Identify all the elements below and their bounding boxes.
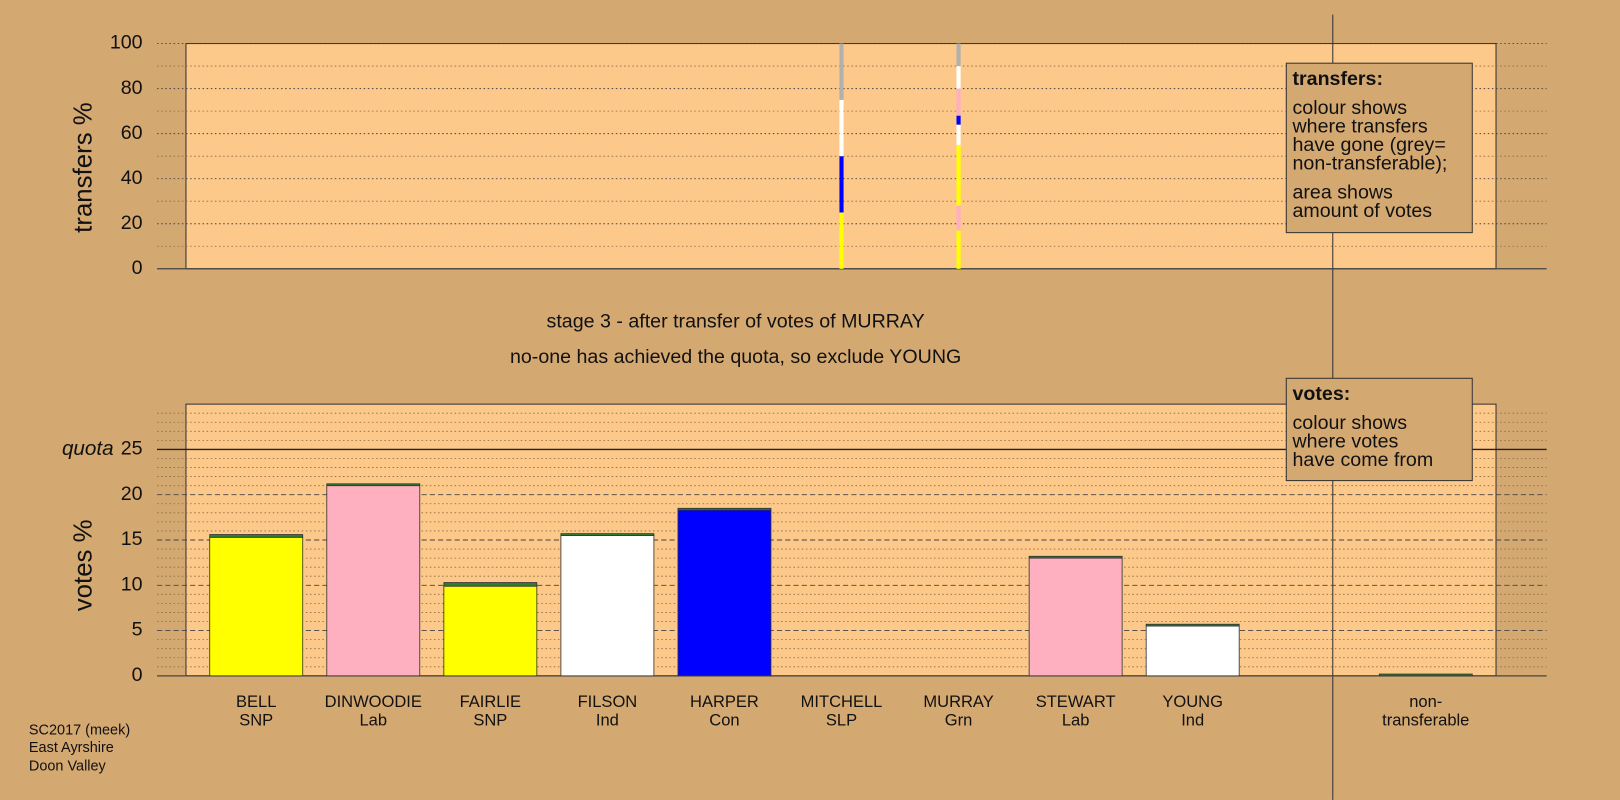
- bar-segment: [560, 533, 655, 536]
- x-tick-label: transferable: [1382, 711, 1469, 730]
- bar-segment: [839, 99, 844, 157]
- y-tick-label: 20: [121, 483, 143, 505]
- note-box: [1285, 377, 1473, 482]
- y-axis-label: votes %: [70, 519, 98, 611]
- x-tick-label: non-: [1409, 692, 1442, 711]
- x-tick-label: HARPER: [690, 692, 759, 711]
- x-tick-label: SLP: [826, 711, 857, 730]
- bar-segment: [956, 124, 961, 145]
- x-tick-label: Ind: [1181, 711, 1204, 730]
- x-tick-label: SNP: [239, 711, 273, 730]
- x-tick-label: Con: [709, 711, 739, 730]
- x-tick-label: SNP: [473, 711, 507, 730]
- x-tick-label: BELL: [236, 692, 276, 711]
- bar-segment: [1145, 625, 1240, 677]
- stage-text: stage 3 - after transfer of votes of MUR…: [547, 311, 925, 333]
- x-tick-label: FILSON: [578, 692, 638, 711]
- bar-segment: [956, 144, 961, 206]
- bar-segment: [956, 230, 961, 269]
- bar-segment: [839, 212, 844, 269]
- y-tick-label: 5: [132, 619, 143, 641]
- note-box: [1285, 62, 1473, 234]
- footer: Doon Valley: [29, 759, 107, 775]
- y-axis-label: transfers %: [70, 102, 98, 233]
- bar-segment: [956, 205, 961, 231]
- y-tick-label: 80: [121, 77, 143, 99]
- bar-segment: [326, 485, 421, 677]
- bar-segment: [956, 88, 961, 116]
- x-tick-label: Grn: [945, 711, 973, 730]
- bar-segment: [326, 483, 421, 487]
- note-text: colour shows: [1292, 412, 1407, 434]
- status-text: no-one has achieved the quota, so exclud…: [510, 346, 961, 368]
- note-text: colour shows: [1292, 97, 1407, 119]
- x-tick-label: MITCHELL: [801, 692, 883, 711]
- bar-segment: [560, 535, 655, 677]
- bar-segment: [677, 509, 772, 677]
- bar-segment: [1145, 623, 1240, 627]
- note-text: area shows: [1292, 182, 1393, 204]
- note-text: where votes: [1291, 431, 1398, 453]
- y-tick-label: 40: [121, 167, 143, 189]
- note-title: votes:: [1292, 383, 1350, 405]
- note-title: transfers:: [1292, 68, 1383, 90]
- bar-segment: [839, 156, 844, 213]
- bar-segment: [956, 66, 961, 89]
- x-tick-label: MURRAY: [923, 692, 993, 711]
- x-tick-label: DINWOODIE: [325, 692, 422, 711]
- bar-segment: [443, 585, 538, 677]
- footer: SC2017 (meek): [29, 722, 130, 738]
- x-tick-label: Lab: [360, 711, 388, 730]
- x-tick-label: Ind: [596, 711, 619, 730]
- y-tick-label: 0: [132, 664, 143, 686]
- note-text: have gone (grey=: [1292, 134, 1445, 156]
- x-tick-label: Lab: [1062, 711, 1090, 730]
- note-text: amount of votes: [1292, 200, 1432, 222]
- note-text: have come from: [1292, 449, 1433, 471]
- footer: East Ayrshire: [29, 740, 114, 756]
- y-tick-label: 15: [121, 528, 143, 550]
- y-tick-label: 10: [121, 573, 143, 595]
- note-text: non-transferable);: [1292, 153, 1447, 175]
- bar-segment: [956, 115, 961, 125]
- bar-segment: [677, 507, 772, 511]
- x-tick-label: STEWART: [1036, 692, 1116, 711]
- y-tick-label: 25: [121, 438, 143, 460]
- y-tick-label: 60: [121, 122, 143, 144]
- x-tick-label: YOUNG: [1162, 692, 1223, 711]
- bar-segment: [209, 536, 304, 677]
- bar-segment: [956, 43, 961, 67]
- y-tick-label: 20: [121, 212, 143, 234]
- y-tick-label: 0: [132, 257, 143, 279]
- bar-segment: [1378, 673, 1473, 677]
- y-tick-label: 100: [110, 32, 143, 54]
- bar-segment: [1028, 557, 1123, 677]
- note-text: where transfers: [1291, 115, 1427, 137]
- x-tick-label: FAIRLIE: [460, 692, 521, 711]
- quota-label: quota: [62, 437, 114, 460]
- bar-segment: [443, 582, 538, 587]
- bar-segment: [839, 43, 844, 100]
- bar-segment: [1028, 555, 1123, 559]
- bar-segment: [209, 534, 304, 538]
